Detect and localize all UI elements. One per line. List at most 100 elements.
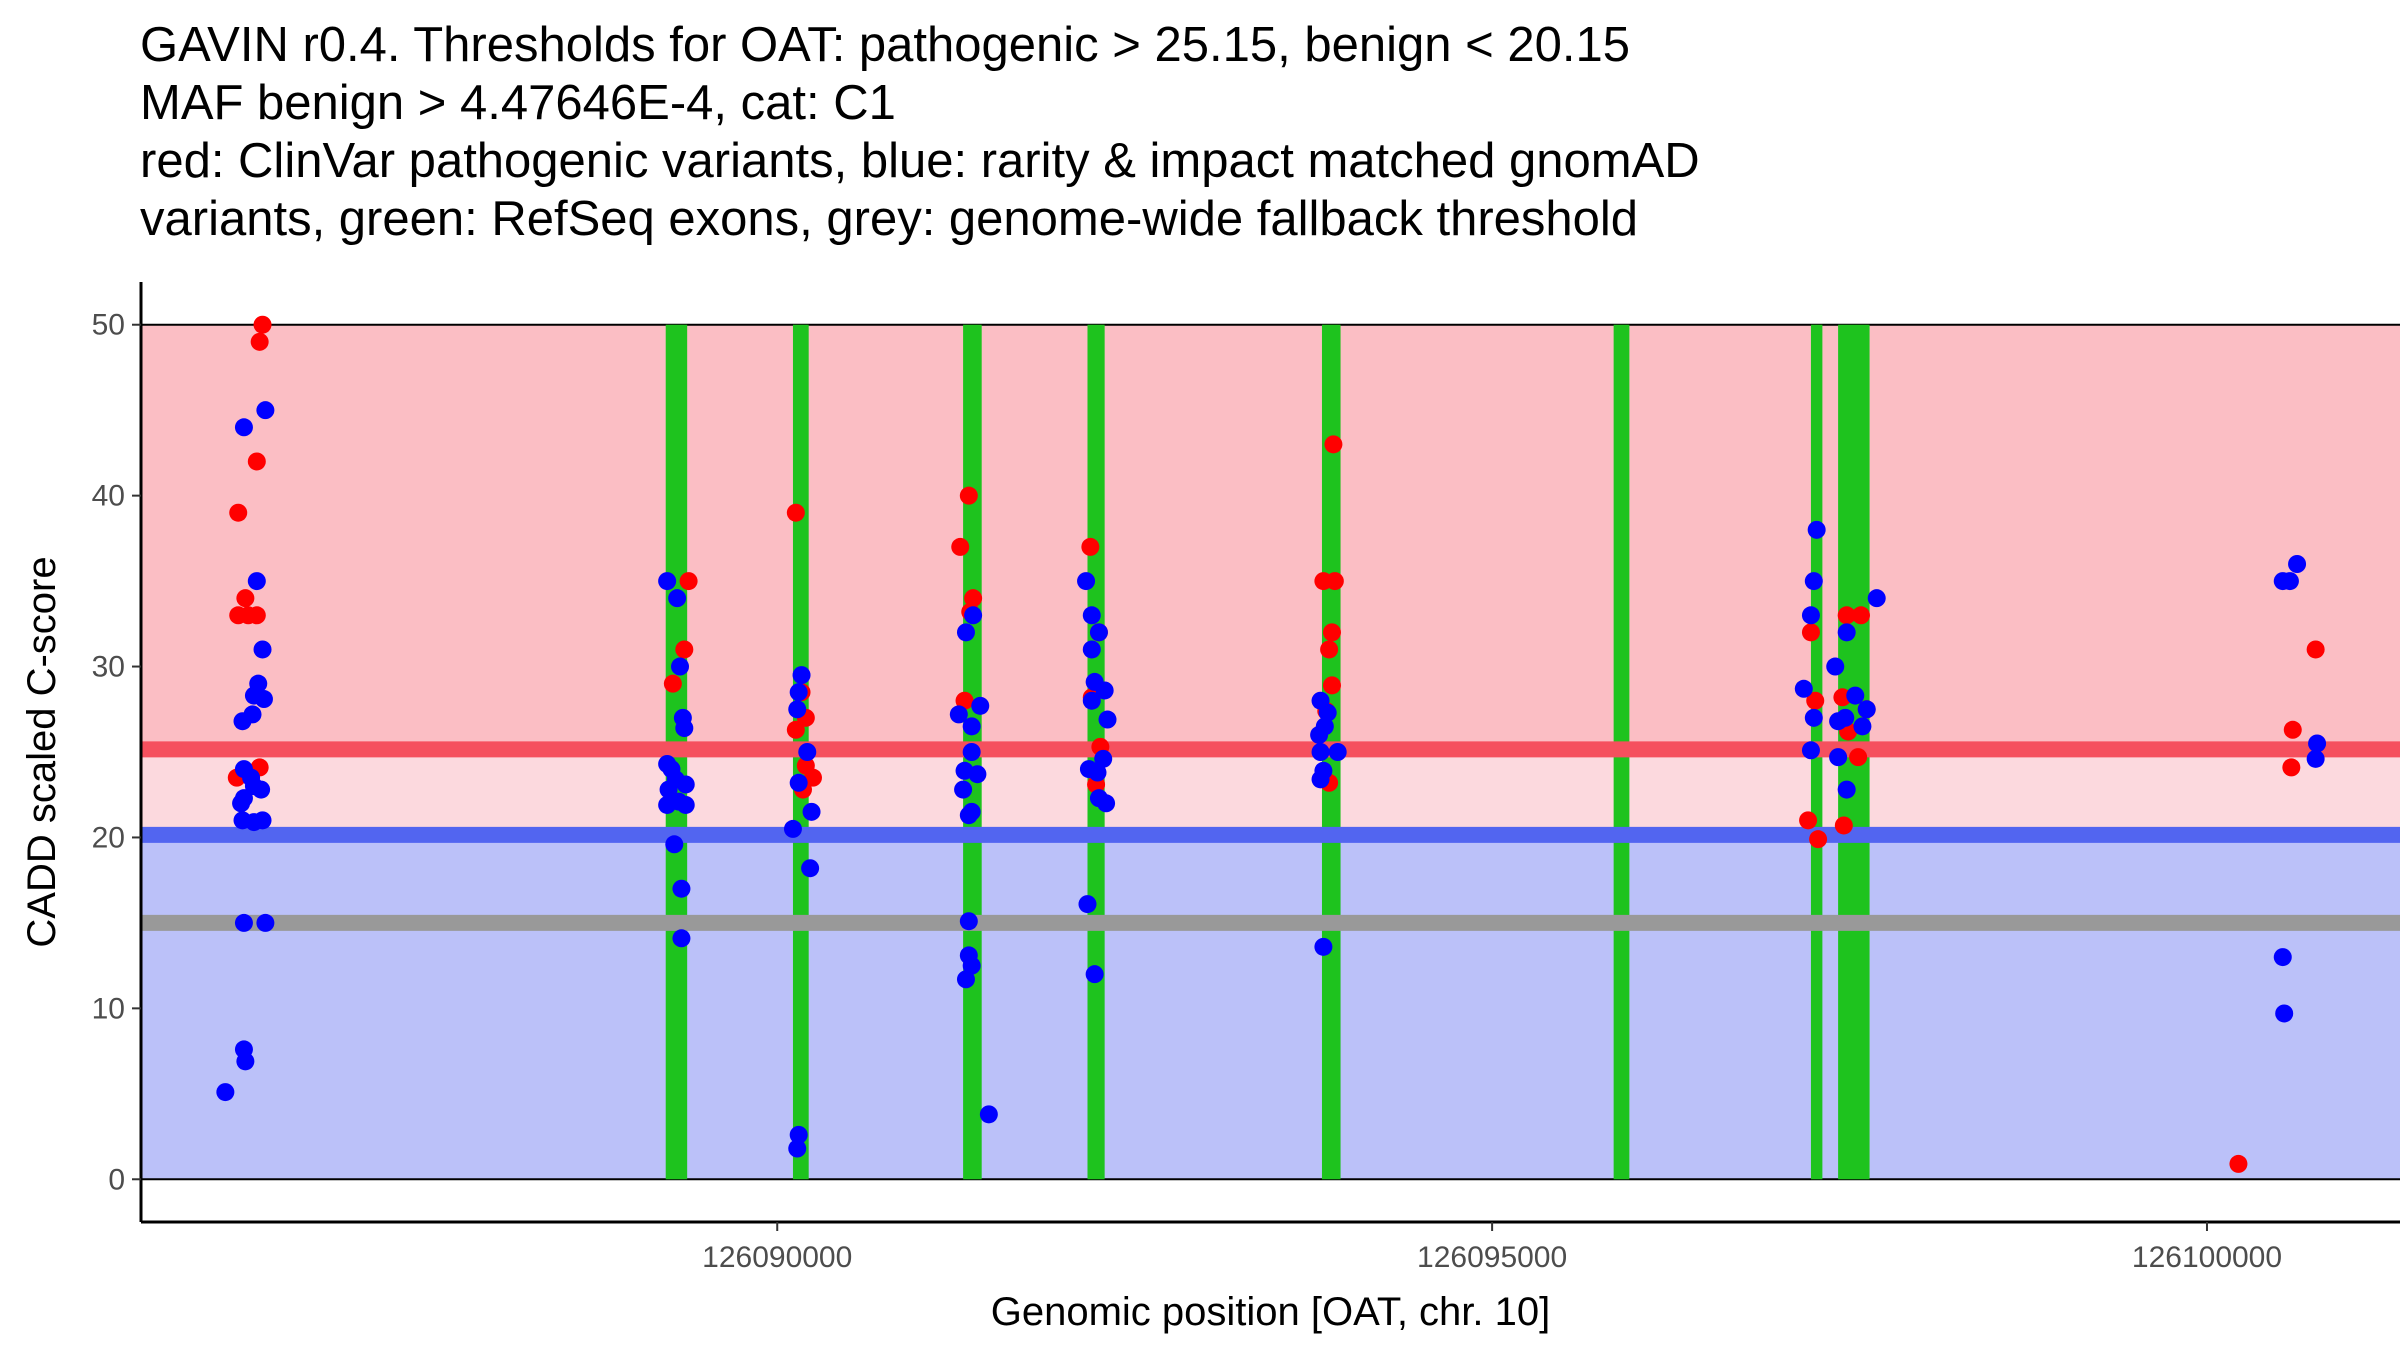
gnomad-point [1837, 623, 1856, 642]
axes: 0 10 20 30 40 50 126090000 126095000 126100000 [92, 282, 2400, 1274]
gnomad-point [971, 696, 990, 715]
gnomad-point [672, 879, 691, 898]
gnomad-point [788, 700, 807, 719]
gnomad-point [1826, 657, 1845, 676]
clinvar-point [1801, 623, 1820, 642]
pathogenic-region [141, 324, 2400, 750]
chart-title: GAVIN r0.4. Thresholds for OAT: pathogen… [140, 16, 2380, 248]
gnomad-point [801, 859, 820, 878]
gnomad-point [2280, 572, 2299, 591]
gnomad-point [802, 802, 821, 821]
gnomad-point [254, 690, 273, 709]
threshold-lines [141, 741, 2400, 931]
gnomad-point [253, 640, 272, 659]
clinvar-point [1851, 606, 1870, 625]
gnomad-point [949, 705, 968, 724]
gnomad-point [1801, 606, 1820, 625]
gnomad-point [956, 970, 975, 989]
gnomad-point [1853, 717, 1872, 736]
gnomad-point [253, 811, 272, 830]
gnomad-point [1310, 725, 1329, 744]
clinvar-point [1325, 572, 1344, 591]
gnomad-point [234, 789, 253, 808]
gnomad-point [659, 780, 678, 799]
clinvar-point [1849, 748, 1868, 767]
clinvar-point [1320, 640, 1339, 659]
gnomad-point [1088, 763, 1107, 782]
clinvar-point [1806, 691, 1825, 710]
y-axis-title: CADD scaled C-score [20, 556, 64, 947]
clinvar-point [247, 606, 266, 625]
gnomad-point [1311, 770, 1330, 789]
gnomad-point [1318, 703, 1337, 722]
gnomad-point [792, 666, 811, 685]
gnomad-point [962, 717, 981, 736]
chart-title-line-4: variants, green: RefSeq exons, grey: gen… [140, 192, 1639, 246]
intermediate-region [141, 749, 2400, 835]
gnomad-point [1082, 691, 1101, 710]
gnomad-point [252, 780, 271, 799]
clinvar-point [679, 572, 698, 591]
gnomad-point [658, 795, 677, 814]
gnomad-point [672, 929, 691, 948]
gnomad-point [1095, 681, 1114, 700]
gnomad-point [968, 765, 987, 784]
clinvar-point [1081, 537, 1100, 556]
clinvar-point [786, 503, 805, 522]
gnomad-point [658, 572, 677, 591]
gnomad-point [1794, 679, 1813, 698]
y-tick-label: 30 [92, 651, 125, 684]
x-tick-label: 126095000 [1417, 1241, 1567, 1274]
clinvar-point [803, 768, 822, 787]
gnomad-point [1098, 710, 1117, 729]
gnomad-point [2275, 1004, 2294, 1023]
gnomad-point [1829, 748, 1848, 767]
gnomad-point [2288, 555, 2307, 573]
gnomad-point [2273, 948, 2292, 967]
clinvar-point [1837, 606, 1856, 625]
gnomad-point [671, 657, 690, 676]
gnomad-point [234, 418, 253, 437]
clinvar-point [1809, 830, 1828, 849]
gnomad-point [964, 606, 983, 625]
gnomad-point [256, 913, 275, 932]
gnomad-point [959, 806, 978, 825]
clinvar-point [955, 691, 974, 710]
gnomad-point [675, 719, 694, 738]
clinvar-point [951, 537, 970, 556]
gnomad-point [1097, 794, 1116, 813]
clinvar-point [2282, 758, 2301, 777]
y-tick-label: 40 [92, 480, 125, 513]
gnomad-point [234, 913, 253, 932]
gnomad-point [1807, 520, 1826, 539]
gnomad-point [1078, 895, 1097, 914]
gnomad-point [962, 743, 981, 761]
gnomad-point [1836, 708, 1855, 727]
clinvar-point [236, 589, 255, 608]
gnomad-point [665, 835, 684, 854]
gnomad-point [798, 743, 817, 761]
gnomad-point [789, 683, 808, 702]
clinvar-point [1324, 435, 1343, 454]
clinvar-point [253, 315, 272, 334]
gnomad-point [668, 589, 687, 608]
clinvar-point [1322, 676, 1341, 695]
clinvar-point [675, 640, 694, 659]
benign-region [141, 834, 2400, 1180]
clinvar-point [247, 452, 266, 471]
gnomad-point [962, 956, 981, 975]
gnomad-point [954, 780, 973, 799]
gnomad-point [959, 912, 978, 931]
chart-title-line-3: red: ClinVar pathogenic variants, blue: … [140, 134, 1700, 188]
gnomad-point [1804, 708, 1823, 727]
gnomad-point [2308, 734, 2327, 753]
gnomad-point [1094, 749, 1113, 768]
clinvar-point [663, 674, 682, 693]
gnomad-point [1846, 686, 1865, 705]
gnomad-point [1077, 572, 1096, 591]
gnomad-point [1857, 700, 1876, 719]
gnomad-point [233, 712, 252, 731]
chart-title-line-1: GAVIN r0.4. Thresholds for OAT: pathogen… [140, 18, 1630, 72]
y-tick-label: 10 [92, 992, 125, 1025]
gnomad-point [1082, 606, 1101, 625]
